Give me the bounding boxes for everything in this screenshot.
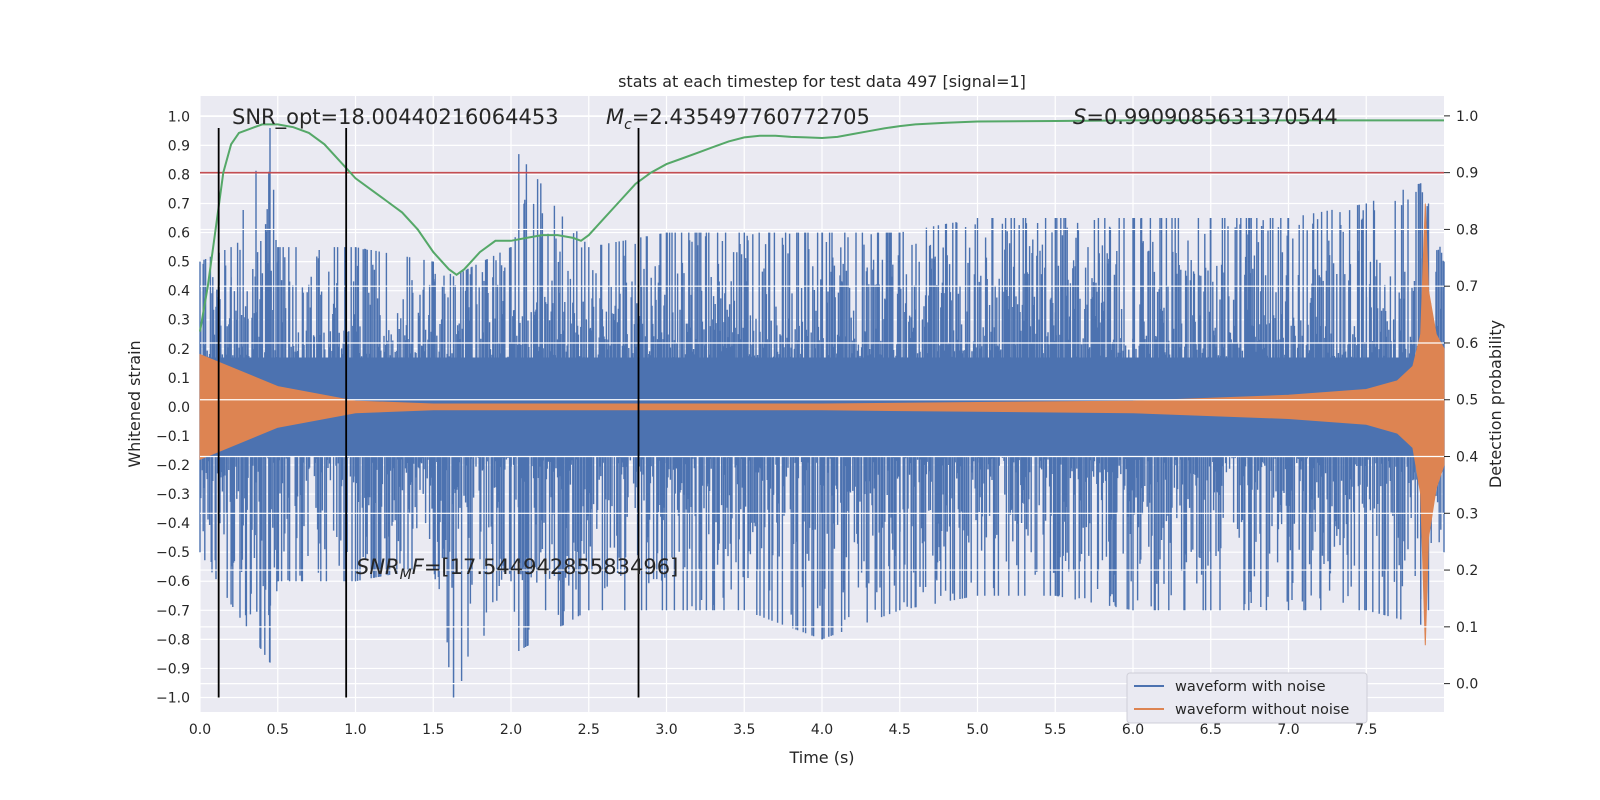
y-tick-label-right: 0.6 [1456,336,1478,352]
y-tick-label: 0.3 [168,313,190,329]
y-tick-label: −0.7 [156,603,190,619]
y-tick-label-right: 0.9 [1456,166,1478,182]
x-tick-label: 2.0 [500,722,522,738]
y-tick-label: 1.0 [168,109,190,125]
x-tick-label: 0.5 [267,722,289,738]
y-tick-label-right: 0.2 [1456,563,1478,579]
y-tick-label: 0.6 [168,226,190,242]
chart-title: stats at each timestep for test data 497… [618,72,1026,91]
y-tick-label: 0.1 [168,371,190,387]
annotation-score: S=0.9909085631370544 [1073,105,1338,129]
y-tick-label: 0.4 [168,284,190,300]
vertical-markers [217,127,640,698]
y-tick-labels-right: 0.0 0.1 0.2 0.3 0.4 0.5 0.6 0.7 0.8 0.9 1.0 [1444,109,1478,693]
y-tick-label: −0.4 [156,516,190,532]
y-tick-label: −0.3 [156,487,190,503]
y-tick-label: −1.0 [156,690,190,706]
x-tick-label: 3.0 [655,722,677,738]
x-tick-label: 5.5 [1044,722,1066,738]
y-tick-label-right: 0.3 [1456,506,1478,522]
annotation-snr-opt: SNR_opt=18.00440216064453 [232,105,559,130]
y-tick-label: −0.2 [156,458,190,474]
y-axis-label-left: Whitened strain [125,340,144,467]
annotation-snr-mf: SNRMF=[17.54494285583496] [356,555,678,583]
x-tick-label: 7.5 [1355,722,1377,738]
x-tick-label: 1.0 [344,722,366,738]
series-detection-probability [199,119,1444,332]
series-waveform-without-noise [199,203,1445,646]
y-tick-label: 0.7 [168,197,190,213]
legend: waveform with noise waveform without noi… [1126,672,1368,724]
legend-label-clean: waveform without noise [1175,702,1349,718]
legend-label-noise: waveform with noise [1175,679,1326,695]
y-tick-label: −0.5 [156,545,190,561]
y-tick-label-right: 0.8 [1456,222,1478,238]
x-tick-label: 5.0 [966,722,988,738]
y-tick-label-right: 0.1 [1456,620,1478,636]
x-tick-label: 3.5 [733,722,755,738]
y-tick-label: 0.5 [168,255,190,271]
y-tick-label: 0.8 [168,167,190,183]
x-tick-label: 7.0 [1277,722,1299,738]
y-tick-label: −0.1 [156,429,190,445]
y-tick-label: −0.6 [156,574,190,590]
y-tick-labels-left: −1.0 −0.9 −0.8 −0.7 −0.6 −0.5 −0.4 −0.3 −0.2 −0.1… [156,109,190,706]
y-tick-label: −0.9 [156,661,190,677]
y-axis-label-right: Detection probability [1486,320,1505,488]
y-tick-label: −0.8 [156,632,190,648]
x-axis-label: Time (s) [788,748,854,767]
x-tick-label: 2.5 [578,722,600,738]
x-tick-label: 4.0 [811,722,833,738]
annotation-chirp-mass: Mc=2.435497760772705 [606,105,870,133]
x-tick-labels: 0.0 0.5 1.0 1.5 2.0 2.5 3.0 3.5 4.0 4.5 5.0 5.5 6.0 6… [189,722,1378,738]
y-tick-label-right: 1.0 [1456,109,1478,125]
y-tick-label: 0.2 [168,342,190,358]
x-tick-label: 0.0 [189,722,211,738]
x-tick-label: 6.0 [1122,722,1144,738]
y-tick-label-right: 0.5 [1456,393,1478,409]
legend-box [1126,672,1368,724]
x-tick-label: 4.5 [889,722,911,738]
x-tick-label: 6.5 [1200,722,1222,738]
y-tick-label: 0.9 [168,138,190,154]
clean-waveform-fill [199,203,1445,646]
y-tick-label-right: 0.7 [1456,279,1478,295]
x-tick-label: 1.5 [422,722,444,738]
y-tick-label: 0.0 [168,400,190,416]
y-tick-label-right: 0.0 [1456,677,1478,693]
y-tick-label-right: 0.4 [1456,450,1478,466]
probability-line [199,119,1444,332]
